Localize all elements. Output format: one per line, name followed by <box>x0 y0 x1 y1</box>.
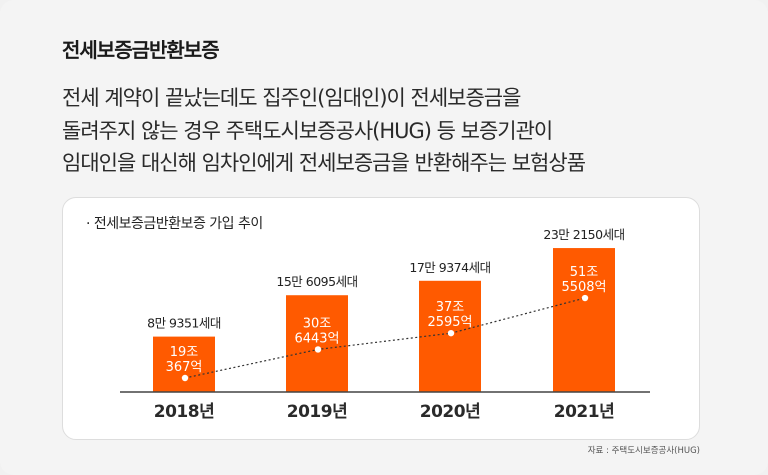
line-value-label: 19조 <box>170 345 199 360</box>
x-tick-label: 2018년 <box>154 402 214 422</box>
source-note: 자료 : 주택도시보증공사(HUG) <box>587 446 700 456</box>
line-value-label: 5508억 <box>561 280 606 295</box>
description: 전세 계약이 끝났는데도 집주인(임대인)이 전세보증금을 돌려주지 않는 경우… <box>62 82 586 180</box>
line-point <box>581 294 589 302</box>
description-line: 전세 계약이 끝났는데도 집주인(임대인)이 전세보증금을 <box>62 86 521 110</box>
bar <box>153 336 215 392</box>
line-value-label: 37조 <box>436 300 465 315</box>
bar <box>553 248 615 392</box>
line-value-label: 30조 <box>303 316 332 331</box>
page-title: 전세보증금반환보증 <box>62 38 220 62</box>
bar <box>286 295 348 392</box>
x-tick-label: 2019년 <box>287 402 347 422</box>
chart-title: · 전세보증금반환보증 가입 추이 <box>86 216 263 232</box>
bar-value-label: 15만 6095세대 <box>276 274 357 289</box>
bar <box>419 280 481 392</box>
line-point <box>314 346 322 353</box>
line-value-label: 51조 <box>570 265 599 280</box>
description-line: 임대인을 대신해 임차인에게 전세보증금을 반환해주는 보험상품 <box>62 151 586 175</box>
description-line: 돌려주지 않는 경우 주택도시보증공사(HUG) 등 보증기관이 <box>62 118 553 143</box>
x-tick-label: 2020년 <box>420 402 480 422</box>
line-value-label: 367억 <box>166 360 203 375</box>
line-value-label: 2595억 <box>427 315 472 330</box>
bar-value-label: 23만 2150세대 <box>543 227 624 242</box>
trend-line <box>184 297 586 379</box>
line-point <box>447 329 455 337</box>
x-tick-label: 2021년 <box>554 402 614 422</box>
bar-value-label: 8만 9351세대 <box>147 316 221 331</box>
line-value-label: 6443억 <box>294 331 339 346</box>
line-point <box>181 374 189 382</box>
bar-value-label: 17만 9374세대 <box>409 260 490 275</box>
